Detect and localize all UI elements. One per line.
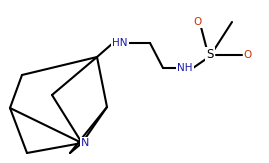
Text: O: O xyxy=(244,50,252,60)
Text: O: O xyxy=(194,17,202,27)
Text: HN: HN xyxy=(112,38,128,48)
Text: NH: NH xyxy=(177,63,193,73)
Text: N: N xyxy=(81,138,89,148)
Text: S: S xyxy=(206,49,214,61)
